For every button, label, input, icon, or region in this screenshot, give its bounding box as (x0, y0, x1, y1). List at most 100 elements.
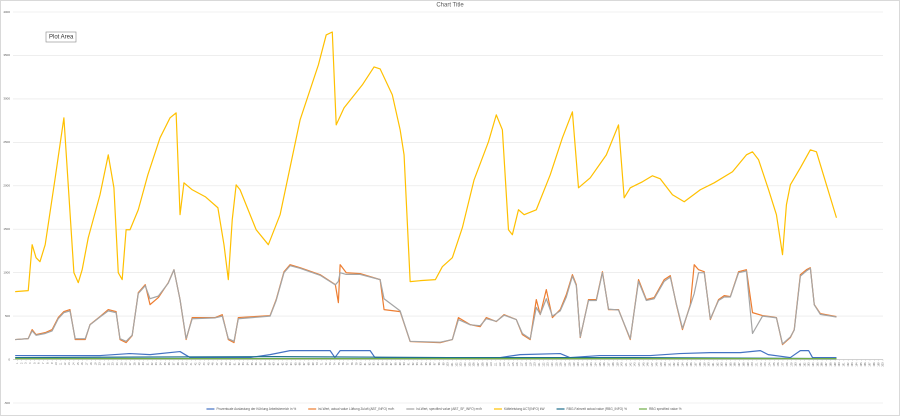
x-tick-label: 160 (708, 362, 711, 367)
x-tick-label: 102 (455, 362, 458, 367)
x-tick-label: 125 (555, 362, 558, 367)
x-tick-label: 123 (547, 362, 550, 367)
legend-item: RBG specified value % (638, 407, 682, 411)
legend-label: RBG specified value % (649, 407, 682, 411)
x-tick-label: 187 (825, 362, 828, 367)
x-tick-label: 166 (734, 362, 737, 367)
x-tick-label: 41 (190, 362, 193, 365)
x-tick-label: 176 (777, 362, 780, 367)
x-tick-label: 120 (534, 362, 537, 367)
x-tick-label: 11 (59, 362, 62, 365)
x-tick-label: 35 (164, 362, 167, 365)
x-tick-label: 65 (294, 362, 297, 365)
x-tick-label: 115 (512, 362, 515, 366)
x-tick-label: 25 (120, 362, 123, 365)
x-tick-label: 139 (616, 362, 619, 367)
series-line (15, 265, 837, 345)
x-tick-label: 7 (42, 362, 45, 364)
x-tick-label: 193 (851, 362, 854, 367)
x-tick-label: 142 (629, 362, 632, 367)
x-tick-label: 36 (168, 362, 171, 365)
x-tick-label: 155 (686, 362, 689, 367)
x-tick-label: 109 (486, 362, 489, 367)
x-tick-label: 64 (290, 362, 293, 365)
x-tick-label: 124 (551, 362, 554, 367)
y-tick-label: 2000 (3, 184, 10, 188)
x-tick-label: 183 (808, 362, 811, 367)
chart-title: Chart Title (436, 3, 464, 9)
x-tick-label: 106 (473, 362, 476, 367)
x-tick-label: 148 (655, 362, 658, 367)
x-tick-label: 130 (577, 362, 580, 367)
x-tick-label: 84 (377, 362, 380, 365)
x-tick-label: 131 (581, 362, 584, 367)
x-tick-label: 126 (560, 362, 563, 367)
x-tick-label: 37 (173, 362, 176, 365)
x-tick-label: 58 (264, 362, 267, 365)
x-tick-label: 162 (716, 362, 719, 367)
x-tick-label: 60 (273, 362, 276, 365)
x-tick-label: 77 (347, 362, 350, 365)
x-tick-label: 105 (468, 362, 471, 367)
x-tick-label: 98 (438, 362, 441, 365)
x-tick-label: 47 (216, 362, 219, 365)
x-tick-label: 48 (220, 362, 223, 365)
legend-item: Prozentuale Auslastung der Kühlung Arbei… (206, 407, 296, 411)
x-tick-label: 70 (316, 362, 319, 365)
x-tick-label: 28 (133, 362, 136, 365)
x-tick-label: 153 (677, 362, 680, 367)
x-tick-label: 89 (399, 362, 402, 365)
x-tick-label: 172 (760, 362, 763, 367)
x-tick-label: 107 (477, 362, 480, 367)
x-tick-label: 110 (490, 362, 493, 366)
y-tick-label: 1000 (3, 270, 10, 274)
x-tick-label: 87 (390, 362, 393, 365)
x-tick-label: 34 (160, 362, 163, 365)
x-tick-label: 10 (55, 362, 58, 365)
x-tick-label: 171 (755, 362, 758, 367)
x-tick-label: 121 (538, 362, 541, 367)
x-tick-label: 27 (129, 362, 132, 365)
x-tick-label: 147 (651, 362, 654, 367)
legend-item: Ist-Wert, actual value Lüftung Zuluft (A… (308, 407, 395, 411)
x-tick-label: 30 (142, 362, 145, 365)
x-tick-label: 74 (334, 362, 337, 365)
x-tick-label: 53 (242, 362, 245, 365)
x-tick-label: 191 (842, 362, 845, 367)
x-tick-label: 179 (790, 362, 793, 367)
x-tick-label: 2 (20, 362, 23, 364)
x-tick-label: 186 (821, 362, 824, 367)
x-tick-label: 43 (199, 362, 202, 365)
x-tick-label: 197 (869, 362, 872, 367)
x-tick-label: 90 (403, 362, 406, 365)
x-tick-label: 159 (703, 362, 706, 367)
x-tick-label: 164 (725, 362, 728, 367)
x-tick-label: 76 (342, 362, 345, 365)
x-tick-label: 21 (103, 362, 106, 365)
legend-label: Ist-Wert, actual value Lüftung Zuluft (A… (318, 407, 394, 411)
x-tick-label: 132 (586, 362, 589, 367)
x-tick-label: 129 (573, 362, 576, 367)
x-tick-label: 113 (503, 362, 506, 366)
x-tick-label: 180 (795, 362, 798, 367)
x-tick-label: 111 (494, 362, 497, 366)
x-tick-label: 133 (590, 362, 593, 367)
tooltip: Plot Area (45, 31, 77, 43)
x-tick-label: 14 (73, 362, 76, 365)
x-tick-label: 9 (51, 362, 54, 364)
x-tick-label: 165 (729, 362, 732, 367)
x-tick-label: 94 (421, 362, 424, 365)
legend-label: Ist-Wert, specified value (ABT_SF_INFO) … (416, 407, 482, 411)
x-tick-label: 33 (155, 362, 158, 365)
x-tick-label: 69 (312, 362, 315, 365)
x-tick-label: 144 (638, 362, 641, 367)
x-tick-label: 112 (499, 362, 502, 366)
x-tick-label: 73 (329, 362, 332, 365)
x-tick-label: 75 (338, 362, 341, 365)
x-tick-label: 56 (255, 362, 258, 365)
x-tick-label: 20 (99, 362, 102, 365)
legend-item: Kälteleistung ACT(INFO) kW (493, 407, 545, 411)
x-tick-label: 182 (803, 362, 806, 367)
x-tick-label: 170 (751, 362, 754, 367)
